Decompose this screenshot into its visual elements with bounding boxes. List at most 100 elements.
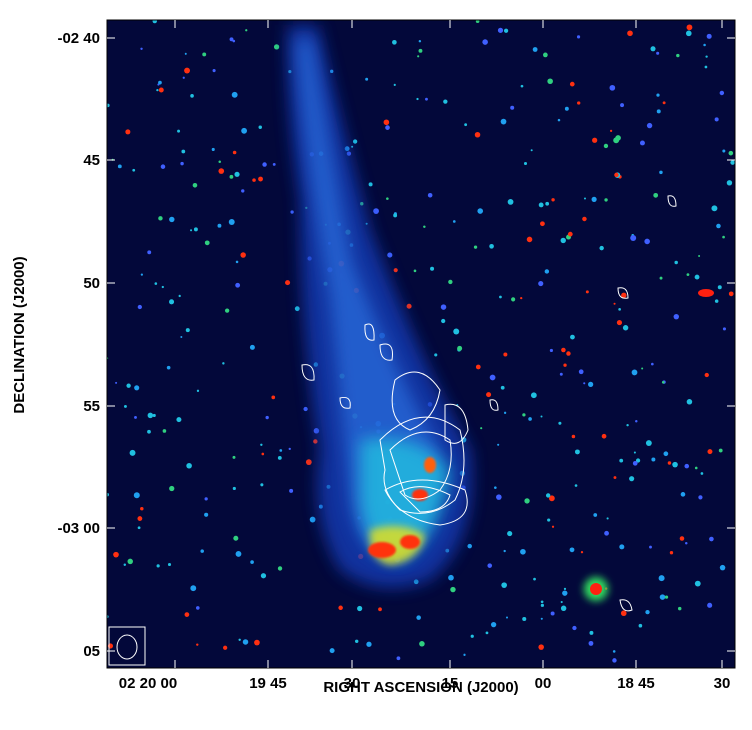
star [192,182,198,188]
star [352,139,358,144]
star [254,639,260,646]
star [685,30,692,37]
star [169,216,175,223]
star [686,24,693,31]
star [677,606,682,611]
star [152,20,157,24]
star [160,164,166,169]
star [572,625,577,631]
star [233,535,239,541]
star [612,658,617,663]
star [494,486,497,489]
star [528,417,532,421]
star [522,413,526,417]
star [730,160,735,165]
star [260,443,263,446]
star [538,202,544,208]
star [500,118,507,125]
star [706,33,712,39]
star [676,53,680,58]
star [158,80,162,85]
frame [106,19,736,669]
star [474,131,481,138]
star [571,434,576,439]
star [305,459,312,466]
star [250,560,254,564]
star [241,189,245,193]
star [176,417,182,423]
star [719,565,723,569]
star [235,260,239,264]
star [499,295,502,299]
star [329,69,334,74]
star [547,78,553,85]
star [630,235,637,241]
star [631,369,638,376]
star [603,143,609,149]
star [722,327,726,331]
star [711,205,718,212]
star [497,443,500,446]
star [707,602,713,608]
star [567,231,573,237]
star [242,639,249,645]
star [185,328,190,333]
star [651,362,654,366]
star [453,328,460,335]
star [443,99,448,104]
star [387,252,393,258]
star [329,648,335,654]
star [477,208,484,214]
star [190,229,193,232]
star [430,266,435,271]
star [249,344,255,350]
y-axis-label: DECLINATION (J2000) [11,256,28,413]
star [501,582,507,589]
star [593,513,598,517]
star [406,303,412,309]
star [694,580,701,587]
y-tick-label: 55 [83,398,100,415]
star [441,318,446,324]
star [448,279,453,285]
star [619,458,624,463]
star [272,162,276,166]
star [232,486,236,491]
star [538,644,544,650]
star [662,101,666,105]
star [178,294,181,298]
star [195,606,200,610]
star [357,605,363,612]
x-tick-label: 00 [535,675,552,692]
star [540,617,543,620]
star [393,213,398,218]
star [169,299,175,305]
star [186,462,192,469]
star [368,182,373,187]
star [653,192,659,198]
star [574,449,580,455]
star [560,600,563,604]
star [487,563,493,568]
star [533,577,536,581]
star [279,449,283,452]
star [204,512,209,517]
star [190,94,194,98]
star [549,348,553,353]
star [338,605,343,611]
star [182,76,185,79]
star [722,149,726,153]
star [562,590,568,596]
star [260,573,267,579]
star [704,65,708,69]
star [222,362,225,365]
star [645,440,652,446]
star [113,551,119,558]
star [452,220,456,223]
star [656,109,661,114]
star [290,210,294,214]
star [129,449,136,456]
star [177,129,181,133]
star [193,227,198,232]
